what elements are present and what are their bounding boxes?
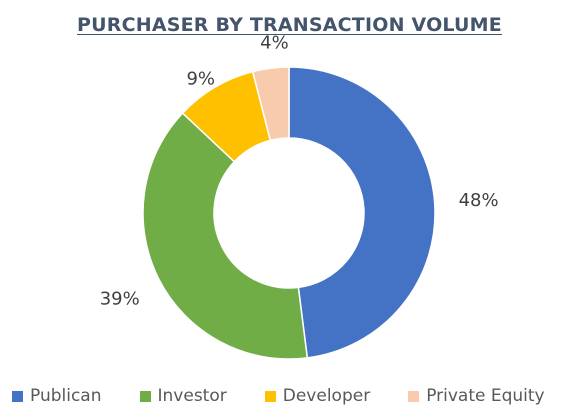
legend-label: Investor (157, 386, 227, 406)
legend-swatch (139, 390, 151, 402)
legend-label: Publican (30, 386, 102, 406)
legend-swatch (408, 390, 420, 402)
data-label-publican: 48% (459, 190, 499, 211)
legend-label: Developer (282, 386, 371, 406)
data-label-developer: 9% (186, 69, 215, 90)
legend-item-publican: Publican (12, 386, 102, 406)
legend-item-private-equity: Private Equity (408, 386, 545, 406)
slice-publican (288, 66, 436, 359)
data-label-private-equity: 4% (260, 33, 289, 54)
chart-title: PURCHASER BY TRANSACTION VOLUME (77, 14, 502, 36)
donut-chart: 48% 39% 9% 4% (100, 33, 499, 360)
slices-group (142, 66, 436, 360)
legend-swatch (264, 390, 276, 402)
legend-label: Private Equity (426, 386, 545, 406)
legend-item-developer: Developer (264, 386, 371, 406)
slice-private-equity (251, 66, 290, 142)
legend: Publican Investor Developer Private Equity (12, 384, 572, 408)
slice-investor (142, 111, 309, 360)
data-labels-group: 48% 39% 9% 4% (100, 33, 499, 310)
legend-swatch (12, 390, 23, 402)
legend-item-investor: Investor (139, 386, 227, 406)
data-label-investor: 39% (100, 288, 140, 309)
